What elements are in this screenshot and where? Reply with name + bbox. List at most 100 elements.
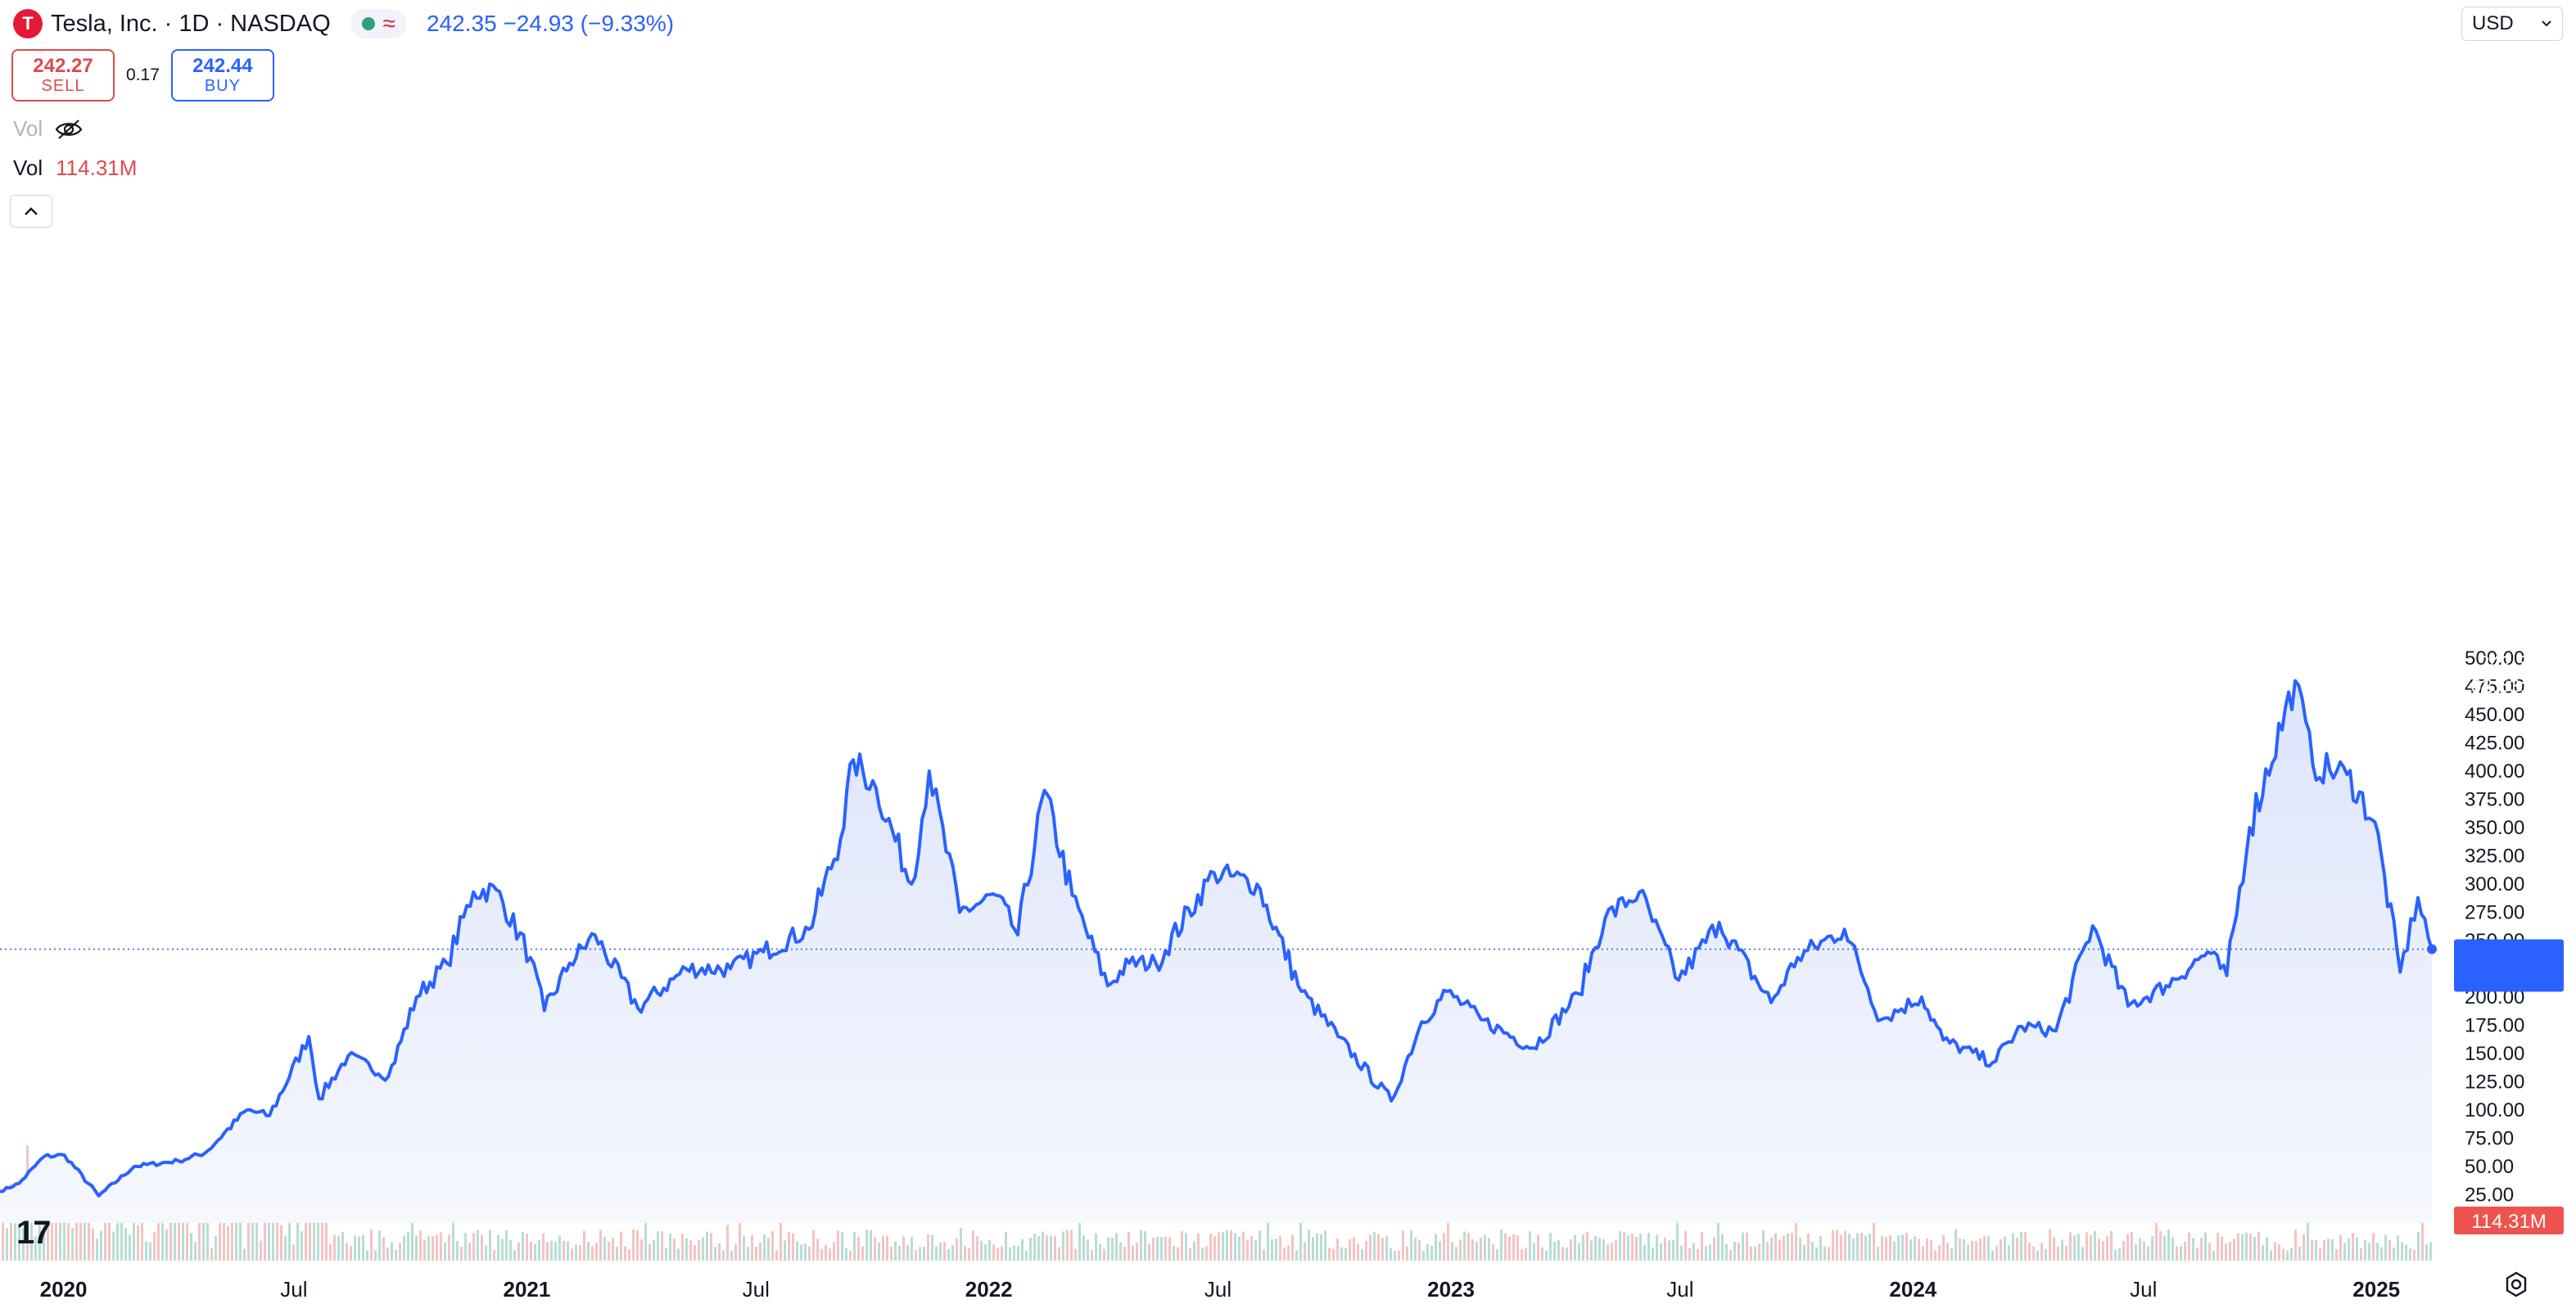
volume-bar <box>2086 1232 2088 1261</box>
volume-bar <box>403 1235 405 1261</box>
volume-bar <box>350 1246 352 1261</box>
volume-bar <box>1521 1249 1523 1261</box>
volume-bar <box>386 1247 389 1261</box>
volume-bar <box>1029 1238 1032 1261</box>
buy-button[interactable]: 242.44 BUY <box>170 49 274 102</box>
volume-bar <box>1320 1234 1322 1261</box>
volume-bar <box>931 1234 933 1261</box>
volume-bar <box>1561 1247 1564 1261</box>
volume-bar <box>1549 1233 1552 1261</box>
volume-bar <box>800 1244 802 1261</box>
volume-bar <box>321 1202 323 1261</box>
volume-bar <box>1042 1231 1044 1261</box>
volume-bar <box>157 1192 160 1261</box>
y-tick-label: 175.00 <box>2465 1015 2524 1037</box>
volume-bar <box>411 1212 414 1261</box>
volume-bar <box>366 1250 368 1261</box>
volume-bar <box>534 1243 536 1261</box>
settings-gear-icon[interactable] <box>2502 1270 2530 1298</box>
volume-bar <box>309 1207 311 1261</box>
volume-bar <box>1168 1237 1171 1261</box>
volume-bar <box>911 1236 913 1261</box>
volume-bar <box>268 1219 270 1261</box>
volume-bar <box>1226 1230 1228 1261</box>
volume-bar <box>505 1230 508 1261</box>
volume-bar <box>1541 1247 1543 1261</box>
volume-bar <box>2274 1242 2276 1261</box>
volume-legend[interactable]: Vol 114.31M <box>13 156 137 181</box>
volume-bar <box>215 1236 217 1261</box>
y-tick-label: 125.00 <box>2465 1072 2524 1094</box>
volume-bar <box>1476 1241 1478 1261</box>
volume-bar <box>1230 1230 1232 1261</box>
volume-bar <box>1291 1234 1294 1261</box>
volume-bar <box>1664 1238 1666 1261</box>
volume-bar <box>1492 1244 1494 1261</box>
volume-bar <box>763 1234 766 1261</box>
volume-bar <box>1308 1230 1310 1261</box>
volume-bar <box>1901 1234 1904 1261</box>
volume-bar <box>2110 1230 2113 1261</box>
volume-bar <box>1627 1235 1629 1261</box>
volume-bar <box>980 1240 983 1261</box>
symbol-title[interactable]: Tesla, Inc. · 1D · NASDAQ <box>51 10 331 37</box>
volume-bar <box>563 1240 565 1261</box>
price-area-fill <box>0 680 2432 1223</box>
volume-bar <box>1586 1231 1589 1261</box>
volume-bar <box>882 1235 884 1261</box>
volume-bar <box>1660 1243 1662 1261</box>
volume-bar <box>1119 1242 1122 1261</box>
collapse-legend-button[interactable] <box>10 195 52 228</box>
volume-bar <box>1062 1231 1064 1261</box>
volume-bar <box>2180 1246 2182 1261</box>
volume-bar <box>1512 1234 1515 1261</box>
volume-bar <box>767 1238 770 1261</box>
volume-bar <box>1578 1243 1580 1261</box>
eye-off-icon[interactable] <box>54 118 84 141</box>
volume-bar <box>2352 1232 2354 1261</box>
volume-bar <box>702 1237 704 1261</box>
volume-bar <box>1496 1248 1498 1261</box>
volume-bar <box>219 1192 221 1261</box>
volume-bar <box>951 1244 954 1261</box>
volume-bar <box>2335 1249 2338 1261</box>
volume-bar <box>84 1204 86 1261</box>
volume-bar <box>2356 1237 2358 1261</box>
volume-bar <box>108 1211 111 1261</box>
volume-bar <box>1353 1237 1355 1261</box>
volume-bar <box>1361 1249 1363 1261</box>
volume-bar <box>714 1247 716 1261</box>
volume-bar <box>251 1207 254 1261</box>
volume-bar <box>6 1228 8 1261</box>
volume-bar <box>1295 1250 1298 1261</box>
volume-bar <box>1377 1234 1380 1261</box>
currency-select[interactable]: USD <box>2461 7 2563 41</box>
volume-bar <box>575 1244 577 1261</box>
volume-bar <box>427 1236 430 1261</box>
volume-bar <box>2217 1232 2219 1261</box>
volume-bar <box>628 1249 630 1261</box>
market-status[interactable]: ≈ <box>350 9 408 38</box>
sell-button[interactable]: 242.27 SELL <box>11 49 115 102</box>
volume-bar <box>100 1230 102 1261</box>
volume-bar <box>2204 1232 2207 1261</box>
volume-bar <box>1991 1250 1994 1261</box>
tradingview-logo-icon[interactable]: 17 <box>16 1215 51 1251</box>
volume-bar <box>1979 1239 1982 1261</box>
volume-bar <box>1697 1248 1699 1261</box>
volume-bar <box>1418 1239 1421 1261</box>
volume-bar <box>1242 1231 1245 1261</box>
volume-bar <box>1824 1246 1826 1261</box>
volume-bar <box>1611 1243 1613 1261</box>
volume-bar <box>1795 1190 1797 1261</box>
volume-bar <box>2253 1237 2256 1261</box>
volume-bar <box>444 1242 446 1261</box>
volume-bar <box>1914 1236 1916 1261</box>
volume-bar <box>1504 1233 1507 1261</box>
volume-bar <box>2208 1243 2211 1261</box>
volume-bar <box>841 1231 843 1261</box>
volume-bar <box>1201 1248 1204 1261</box>
volume-bar <box>554 1241 557 1261</box>
volume-bar <box>1160 1236 1163 1261</box>
